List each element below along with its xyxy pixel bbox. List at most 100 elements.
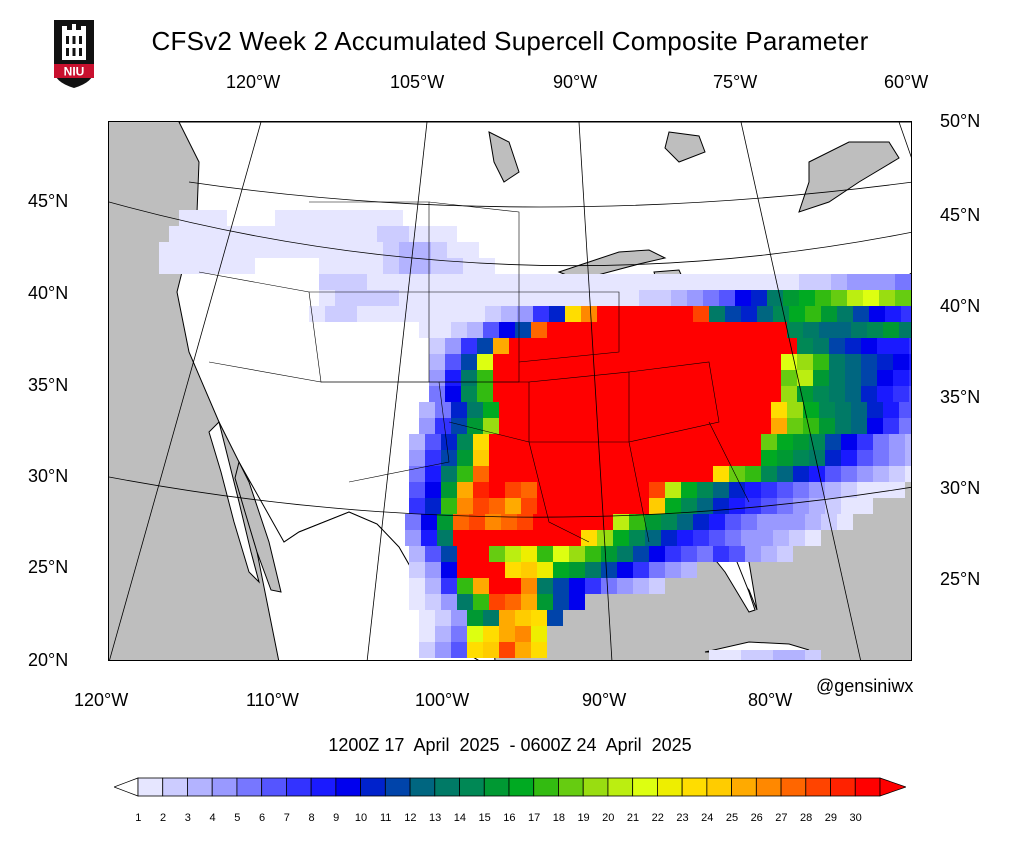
- scp-cell: [531, 642, 547, 658]
- scp-cell: [467, 642, 483, 658]
- scp-cell: [629, 306, 645, 322]
- scp-cell: [627, 418, 643, 434]
- gulf-of-california: [234, 460, 282, 593]
- scp-cell: [669, 386, 685, 402]
- scp-cell: [661, 530, 677, 546]
- scp-cell: [611, 402, 627, 418]
- scp-cell: [351, 258, 367, 274]
- scp-cell: [681, 434, 697, 450]
- scp-cell: [771, 418, 787, 434]
- scp-cell: [591, 274, 607, 290]
- scp-cell: [313, 226, 329, 242]
- scp-cell: [447, 242, 463, 258]
- state-border: [628, 441, 650, 543]
- scp-cell: [885, 306, 901, 322]
- scp-cell: [441, 594, 457, 610]
- scp-cell: [645, 306, 661, 322]
- scp-cell: [889, 482, 905, 498]
- scp-cell: [499, 610, 515, 626]
- colorbar-tick-label: 22: [652, 812, 664, 824]
- scp-cell: [837, 306, 853, 322]
- scp-cell: [543, 290, 559, 306]
- scp-cell: [431, 274, 447, 290]
- scp-cell: [521, 546, 537, 562]
- left-lat-label: 40°N: [28, 283, 69, 303]
- scp-cell: [773, 530, 789, 546]
- scp-cell: [435, 642, 451, 658]
- bottom-lon-label: 80°W: [748, 690, 793, 710]
- scp-cell: [605, 354, 621, 370]
- scp-cell: [853, 306, 869, 322]
- scp-cell: [783, 290, 799, 306]
- graticule-line: [109, 122, 262, 660]
- scp-cell: [741, 530, 757, 546]
- scp-cell: [691, 418, 707, 434]
- scp-cell: [799, 274, 815, 290]
- scp-cell: [687, 274, 703, 290]
- scp-cell: [653, 354, 669, 370]
- scp-cell: [557, 354, 573, 370]
- scp-cell: [899, 402, 911, 418]
- scp-cell: [547, 610, 563, 626]
- scp-cell: [191, 258, 207, 274]
- colorbar-tick-label: 19: [577, 812, 589, 824]
- scp-cell: [789, 650, 805, 660]
- scp-cell: [453, 514, 469, 530]
- scp-cell: [901, 306, 911, 322]
- scp-cell: [909, 354, 911, 370]
- scp-cell: [751, 290, 767, 306]
- scp-cell: [467, 322, 483, 338]
- colorbar-swatch: [780, 777, 807, 797]
- scp-cell: [645, 514, 661, 530]
- scp-cell: [335, 290, 351, 306]
- scp-cell: [643, 402, 659, 418]
- scp-cell: [367, 258, 383, 274]
- scp-cell: [767, 274, 783, 290]
- scp-cell: [831, 290, 847, 306]
- scp-cell: [701, 386, 717, 402]
- scp-cell: [665, 546, 681, 562]
- scp-cell: [723, 402, 739, 418]
- state-border: [518, 291, 620, 363]
- scp-cell: [521, 482, 537, 498]
- scp-cell: [483, 642, 499, 658]
- scp-cell: [729, 498, 745, 514]
- scp-cell: [509, 386, 525, 402]
- scp-cell: [845, 370, 861, 386]
- scp-cell: [437, 530, 453, 546]
- scp-cell: [717, 354, 733, 370]
- scp-cell: [569, 482, 585, 498]
- scp-cell: [521, 450, 537, 466]
- scp-cell: [175, 242, 191, 258]
- scp-cell: [325, 306, 341, 322]
- scp-cell: [457, 498, 473, 514]
- state-border: [321, 381, 450, 483]
- scp-cell: [585, 562, 601, 578]
- scp-cell: [649, 466, 665, 482]
- scp-cell: [879, 274, 895, 290]
- colorbar-swatch: [434, 777, 460, 797]
- colorbar-swatch: [533, 777, 559, 797]
- scp-cell: [825, 482, 841, 498]
- scp-cell: [749, 354, 765, 370]
- scp-cell: [467, 402, 483, 418]
- scp-cell: [661, 306, 677, 322]
- scp-cell: [729, 546, 745, 562]
- scp-cell: [637, 338, 653, 354]
- scp-cell: [469, 514, 485, 530]
- scp-cell: [793, 482, 809, 498]
- author-credit: @gensiniwx: [816, 676, 914, 696]
- scp-cell: [573, 370, 589, 386]
- colorbar-swatch: [310, 777, 337, 797]
- scp-cell: [501, 306, 517, 322]
- scp-cell: [835, 322, 851, 338]
- scp-cell: [729, 434, 745, 450]
- scp-cell: [767, 290, 783, 306]
- scp-cell: [351, 274, 367, 290]
- scp-cell: [867, 418, 883, 434]
- scp-cell: [809, 466, 825, 482]
- scp-cell: [569, 466, 585, 482]
- scp-cell: [521, 578, 537, 594]
- scp-cell: [527, 290, 543, 306]
- scp-cell: [719, 290, 735, 306]
